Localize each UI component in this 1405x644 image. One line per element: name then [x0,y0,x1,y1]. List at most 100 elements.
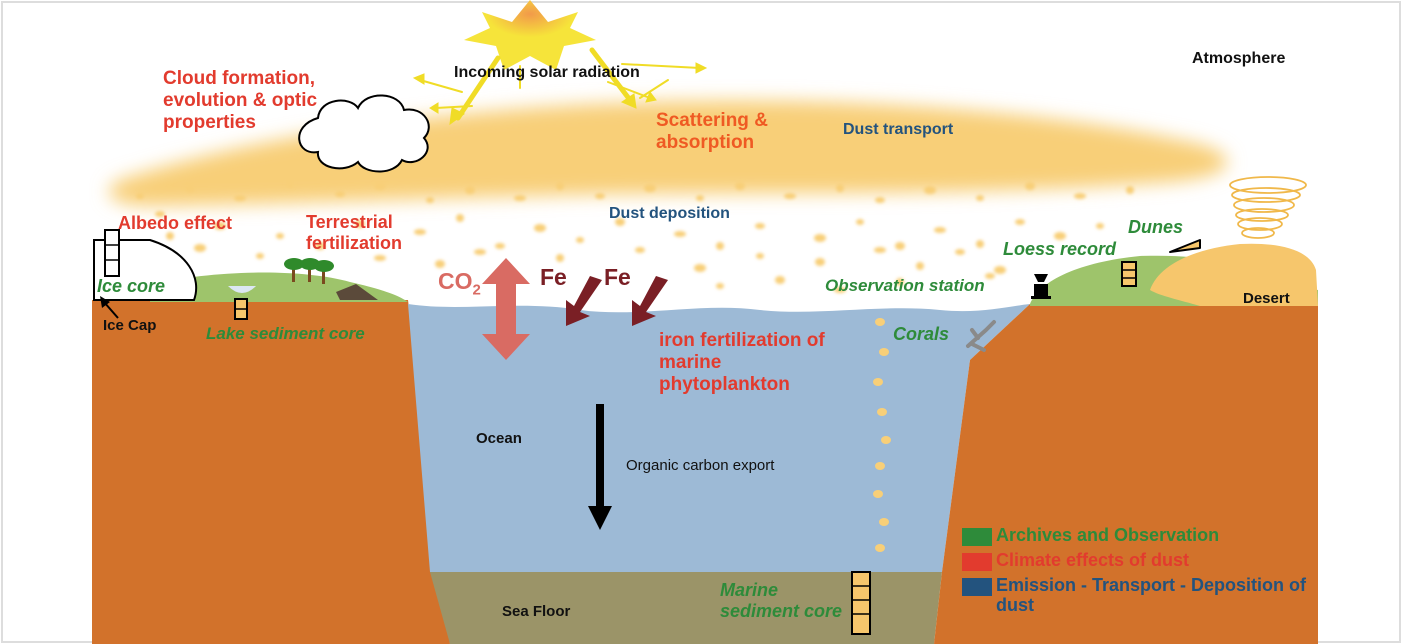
legend-text-climate: Climate effects of dust [996,550,1190,570]
dust-particle [934,227,946,233]
dust-particle [556,182,564,190]
dust-particle [755,223,765,229]
dust-particle [1054,232,1066,240]
loess-record-label: Loess record [1003,239,1117,259]
cloud [298,94,430,173]
loess-marker [1121,261,1137,287]
incoming-solar-label: Incoming solar radiation [454,64,640,81]
sun [464,0,596,70]
legend-item-archives: Archives and Observation [962,525,1382,546]
dust-particle [994,266,1006,274]
solar-rays [412,47,708,126]
dust-particle [456,214,464,222]
dust-particle [976,240,984,248]
dust-particle [874,247,886,253]
dust-particle [985,273,995,279]
dust-particle [155,211,165,217]
observation-station-label: Observation station [825,276,985,295]
dust-particle [1074,193,1086,199]
dust-particle [694,264,706,272]
sinking-dust-particle [875,544,885,552]
dust-particle [495,243,505,249]
dust-particle [435,260,445,268]
co2-subscript: 2 [472,281,481,299]
legend-item-climate: Climate effects of dust [962,550,1382,571]
dust-particles [136,180,1134,293]
dust-particle [836,184,844,192]
marine-core-marker [851,571,871,635]
dust-particle [234,195,246,201]
scattering-label: Scattering & absorption [656,110,768,153]
dust-particle [166,232,174,240]
dust-particle [355,220,365,228]
dust-particle [335,191,345,197]
terrestrial-label: Terrestrial fertilization [306,212,403,253]
dust-particle [286,180,294,188]
sinking-dust-particle [877,408,887,416]
dust-particle [1015,219,1025,225]
sinking-dust-particle [875,318,885,326]
dust-particle [474,249,486,255]
left-continent [92,300,450,644]
dust-particle [1096,223,1104,229]
ice-core-label: Ice core [97,276,166,296]
dust-particle [1025,182,1035,190]
dust-particle [756,253,764,259]
legend-swatch-green [962,528,992,546]
sinking-dust [873,318,891,552]
cloud-formation-label: Cloud formation, evolution & optic prope… [163,68,318,133]
dust-particle [276,233,284,239]
trees [284,258,378,300]
dust-particle [896,278,904,286]
ocean [408,304,1030,572]
dust-deposition-label: Dust deposition [609,205,730,222]
co2-text: CO [438,268,473,294]
albedo-label: Albedo effect [118,213,233,233]
dust-particle [556,254,564,262]
dust-particle [576,237,584,243]
ocean-label: Ocean [476,430,522,447]
dust-particle [955,249,965,255]
dust-particle [595,193,605,199]
dust-particle [716,283,724,289]
legend-swatch-red [962,553,992,571]
dust-particle [136,193,144,199]
dust-particle [895,242,905,250]
sinking-dust-particle [879,518,889,526]
fe-deposition-arrows [566,276,668,326]
sinking-dust-particle [873,490,883,498]
co2-label: CO2 [438,268,481,299]
dust-particle [426,197,434,203]
legend-text-emission: Emission - Transport - Deposition of dus… [996,575,1307,615]
dust-particle [674,231,686,237]
dust-particle [924,186,936,194]
dust-particle [185,184,195,192]
dust-particle [815,258,825,266]
corals-icon [966,320,996,352]
dune-icon [1169,239,1201,253]
desert-sand [1150,243,1318,306]
dust-particle [696,195,704,201]
lake-sediment-core-label: Lake sediment core [206,324,365,343]
co2-exchange-arrow [482,258,530,360]
atmosphere-label: Atmosphere [1192,50,1286,67]
corals-label: Corals [893,324,950,344]
dust-transport-label: Dust transport [843,121,954,138]
dust-particle [414,229,426,235]
right-continent [934,304,1318,644]
marine-sediment-core-label: Marine sediment core [720,580,843,621]
dust-particle [644,184,656,192]
dust-particle [374,182,386,190]
dust-particle [875,197,885,203]
legend: Archives and Observation Climate effects… [962,525,1382,621]
sea-floor-label: Sea Floor [502,603,571,620]
sinking-dust-particle [873,378,883,386]
dunes-label: Dunes [1128,217,1184,237]
dust-particle [775,276,785,284]
dust-particle [1126,186,1134,194]
dust-devil [1229,176,1307,239]
ice-cap-label: Ice Cap [103,317,157,334]
legend-text-archives: Archives and Observation [996,525,1220,545]
dust-particle [534,224,546,232]
